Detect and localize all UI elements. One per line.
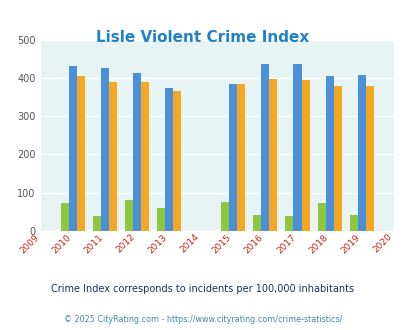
Bar	[261, 64, 269, 231]
Bar	[285, 216, 293, 231]
Bar	[221, 202, 229, 231]
Bar	[237, 84, 245, 231]
Bar	[109, 82, 117, 231]
Text: © 2025 CityRating.com - https://www.cityrating.com/crime-statistics/: © 2025 CityRating.com - https://www.city…	[64, 315, 341, 324]
Bar	[157, 208, 164, 231]
Text: Crime Index corresponds to incidents per 100,000 inhabitants: Crime Index corresponds to incidents per…	[51, 284, 354, 294]
Bar	[333, 86, 341, 231]
Bar	[253, 215, 261, 231]
Text: Lisle Violent Crime Index: Lisle Violent Crime Index	[96, 30, 309, 45]
Bar	[349, 214, 357, 231]
Bar	[229, 84, 237, 231]
Bar	[141, 82, 149, 231]
Bar	[293, 64, 301, 231]
Bar	[125, 200, 132, 231]
Bar	[317, 203, 325, 231]
Bar	[93, 216, 100, 231]
Bar	[60, 203, 68, 231]
Bar	[77, 76, 85, 231]
Bar	[325, 76, 333, 231]
Bar	[68, 66, 77, 231]
Bar	[173, 90, 181, 231]
Bar	[269, 79, 277, 231]
Bar	[100, 68, 109, 231]
Bar	[357, 75, 365, 231]
Bar	[132, 73, 141, 231]
Bar	[301, 80, 309, 231]
Bar	[365, 86, 373, 231]
Bar	[164, 88, 173, 231]
